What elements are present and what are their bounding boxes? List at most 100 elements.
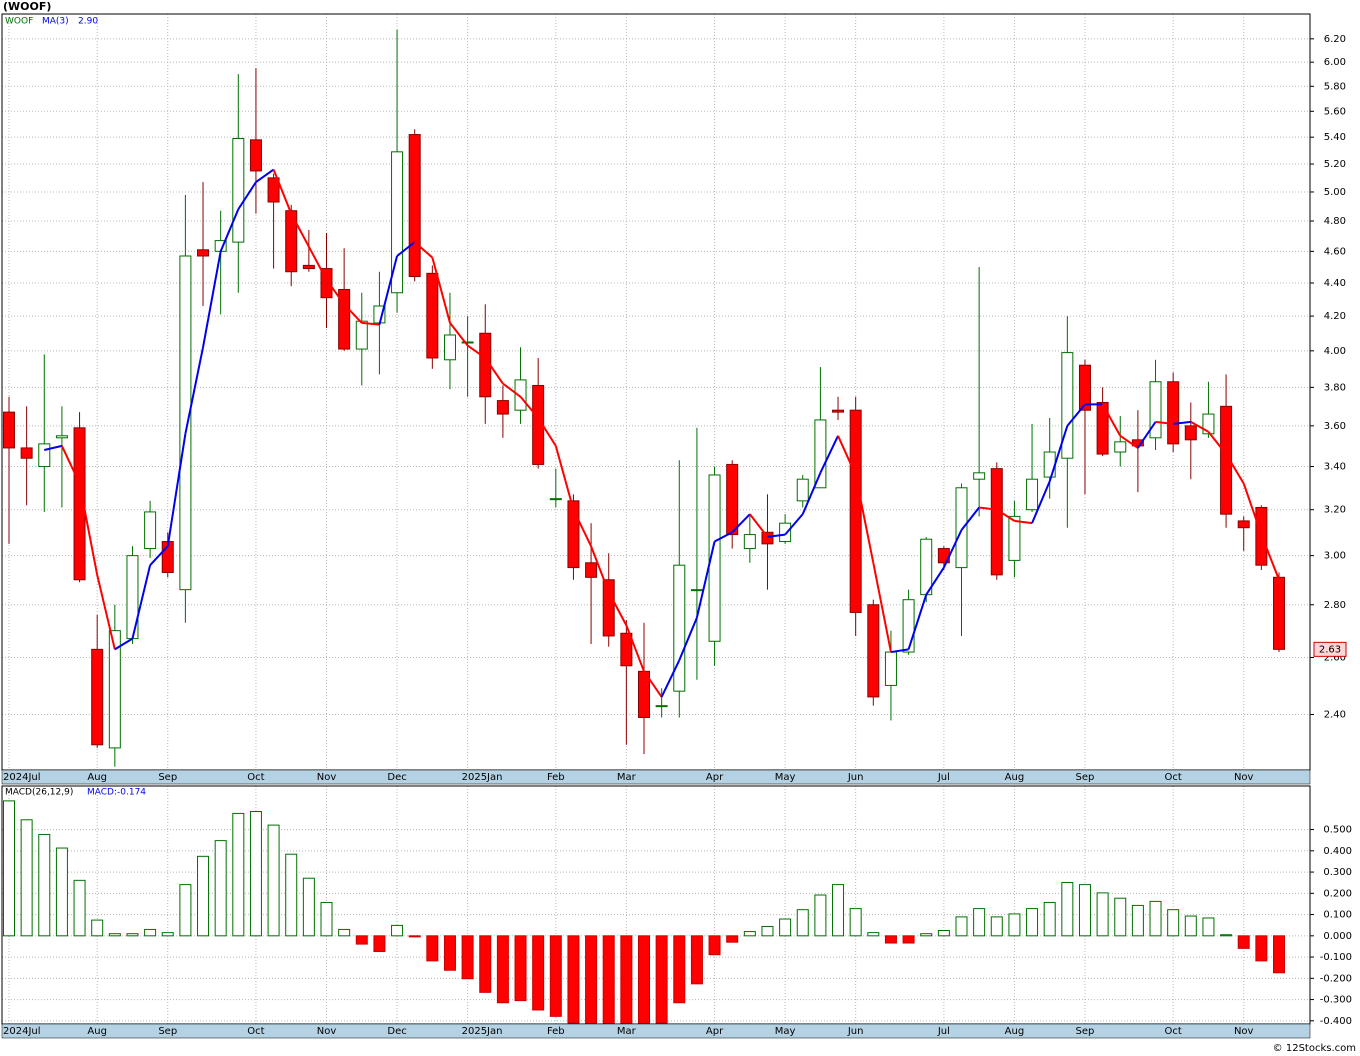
ma-segment <box>960 506 980 531</box>
candle-body <box>232 137 245 243</box>
x-tick-label: Jun <box>847 772 864 783</box>
candle-body <box>655 705 668 708</box>
macd-bar <box>373 935 386 953</box>
macd-bar <box>779 918 792 937</box>
candle-body <box>849 409 862 613</box>
ma-segment <box>290 213 310 248</box>
macd-bar <box>1096 892 1109 937</box>
candle-body <box>91 648 104 746</box>
y-tick-label: 4.80 <box>1324 216 1346 227</box>
macd-bar <box>1220 934 1233 937</box>
candle-body <box>302 264 315 270</box>
x-tick-label: May <box>775 772 796 783</box>
ma-segment <box>272 169 293 215</box>
ma-segment <box>202 251 222 348</box>
candle-body <box>1149 381 1162 439</box>
ma-segment <box>131 564 152 639</box>
ma-segment <box>219 208 240 252</box>
candle-body <box>832 409 845 413</box>
x-tick-label: Apr <box>706 772 724 783</box>
macd-panel <box>3 800 1285 1024</box>
y-tick-label: 4.20 <box>1324 311 1346 322</box>
macd-bar <box>496 935 509 1004</box>
candle-body <box>1131 439 1144 447</box>
y-tick-label: 0.000 <box>1323 931 1352 942</box>
ma-segment <box>625 625 645 672</box>
ma-segment <box>837 435 857 476</box>
ma-segment <box>149 545 169 566</box>
x-tick-label: Sep <box>158 772 177 783</box>
macd-bar <box>955 916 968 937</box>
macd-bar <box>20 819 33 937</box>
legend-macd-value: MACD:-0.174 <box>87 788 146 798</box>
macd-bar <box>161 932 174 937</box>
x-tick-label: Apr <box>706 1026 724 1037</box>
y-tick-label: 2.80 <box>1324 600 1346 611</box>
ma-segment <box>942 529 963 569</box>
macd-bar <box>743 931 756 937</box>
ma-segment <box>166 433 187 547</box>
x-tick-label: Aug <box>87 1026 107 1037</box>
last-price-box <box>1313 641 1347 657</box>
x-tick-label: Nov <box>1234 1026 1254 1037</box>
y-tick-label: 3.80 <box>1324 382 1346 393</box>
macd-bar <box>91 919 104 937</box>
ma-segment <box>714 531 733 543</box>
legend-symbol: WOOF <box>5 17 33 27</box>
macd-bar <box>1255 935 1268 962</box>
ma-segment <box>784 513 804 536</box>
candle-body <box>955 487 968 569</box>
x-tick-label: Feb <box>547 1026 565 1037</box>
macd-bar <box>320 901 333 937</box>
macd-bar <box>355 935 368 945</box>
x-tick-label: Mar <box>617 772 637 783</box>
y-tick-label: -0.200 <box>1320 973 1352 984</box>
x-tick-label: 2024Jul <box>3 772 41 783</box>
ma-segment <box>484 357 504 385</box>
candle-body <box>461 341 474 344</box>
ma-segment <box>519 396 539 419</box>
x-tick-label: Oct <box>247 772 264 783</box>
x-tick-label: Dec <box>387 772 406 783</box>
y-tick-label: 0.500 <box>1323 825 1352 836</box>
macd-bar <box>920 933 933 937</box>
x-tick-label: 2025Jan <box>462 772 503 783</box>
y-tick-label: 5.20 <box>1324 159 1346 170</box>
candle-body <box>426 272 439 359</box>
ma-segment <box>554 445 575 510</box>
macd-bar <box>849 908 862 937</box>
macd-bar <box>479 935 492 993</box>
y-tick-label: 4.00 <box>1324 346 1346 357</box>
macd-bar <box>443 935 456 971</box>
ma-segment <box>184 347 205 434</box>
macd-bar <box>73 879 86 937</box>
legend-ma-value: 2.90 <box>78 17 98 27</box>
candle-body <box>761 531 774 545</box>
macd-bar <box>426 935 439 962</box>
y-tick-label: 4.60 <box>1324 246 1346 257</box>
x-tick-label: Nov <box>317 1026 337 1037</box>
macd-bar <box>108 933 121 937</box>
macd-bar <box>514 935 527 1002</box>
macd-bar <box>214 840 227 937</box>
macd-bar <box>726 935 739 943</box>
macd-bar <box>690 935 703 985</box>
macd-bar <box>197 855 210 937</box>
macd-bar <box>1078 884 1091 937</box>
ma-segment <box>572 509 592 547</box>
macd-bar <box>867 932 880 937</box>
macd-bar <box>302 877 315 937</box>
macd-bar <box>126 933 139 937</box>
macd-bar <box>3 800 15 937</box>
candle-body <box>108 630 121 749</box>
macd-bar <box>973 908 986 937</box>
x-tick-label: Mar <box>617 1026 637 1037</box>
x-tick-label: Oct <box>1165 1026 1182 1037</box>
candle-body <box>1114 441 1127 453</box>
legend-ma: MA(3) <box>42 17 69 27</box>
candle-body <box>338 288 351 350</box>
ma-segment <box>78 483 99 576</box>
candle-body <box>902 599 915 653</box>
macd-bar <box>1184 915 1197 937</box>
legend-macd: MACD(26,12,9) <box>5 788 73 798</box>
